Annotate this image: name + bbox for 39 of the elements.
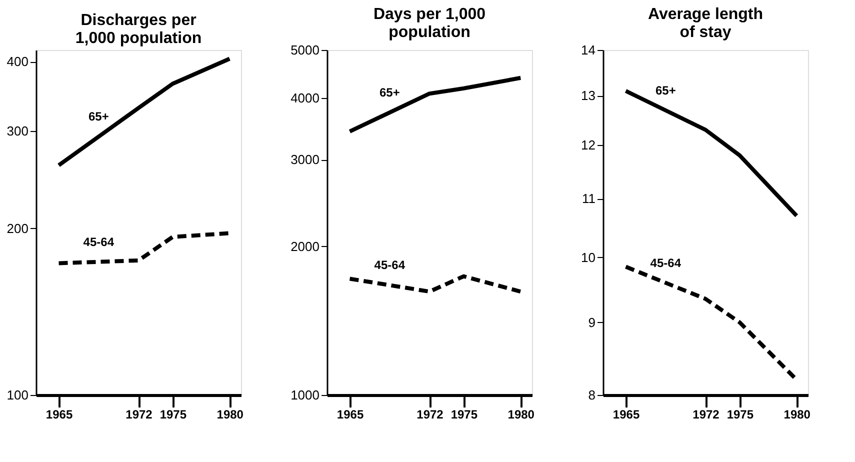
y-tick-label: 14 <box>581 42 596 58</box>
x-tick-label: 1972 <box>416 408 444 422</box>
line-series <box>348 76 523 134</box>
y-tick-label: 10 <box>581 250 596 265</box>
chart-title: Discharges per 1,000 population <box>75 12 202 47</box>
x-tick-label: 1972 <box>692 408 720 422</box>
y-tick-label: 200 <box>6 220 28 236</box>
x-tick-label: 1980 <box>508 408 535 422</box>
x-tick-label: 1980 <box>216 408 244 422</box>
y-tick-label: 5000 <box>290 42 320 58</box>
y-tick-label: 100 <box>6 388 28 402</box>
y-tick-label: 8 <box>588 388 596 402</box>
y-tick-label: 12 <box>581 138 596 153</box>
y-tick-label: 9 <box>588 314 596 330</box>
y-tick-label: 11 <box>582 191 596 206</box>
y-tick-label: 300 <box>6 123 28 138</box>
series-label: 45-64 <box>650 256 682 270</box>
chart-title: Days per 1,000 population <box>373 6 486 41</box>
series-label: 65+ <box>379 86 400 100</box>
chart-title: Average length of stay <box>648 6 763 41</box>
x-tick-label: 1965 <box>46 408 73 422</box>
series-label: 65+ <box>88 110 109 124</box>
x-tick-label: 1975 <box>726 408 754 422</box>
x-tick-label: 1975 <box>160 408 187 422</box>
series-label: 45-64 <box>374 258 406 272</box>
y-tick-label: 1000 <box>290 388 320 402</box>
x-tick-label: 1965 <box>336 408 364 422</box>
y-tick-label: 4000 <box>290 90 320 106</box>
x-tick-label: 1965 <box>612 408 640 422</box>
series-label: 45-64 <box>83 234 114 249</box>
x-tick-label: 1980 <box>784 408 811 422</box>
x-tick-label: 1972 <box>126 408 153 422</box>
line-series <box>56 56 232 168</box>
y-tick-label: 3000 <box>290 152 320 167</box>
y-tick-label: 2000 <box>290 238 320 254</box>
y-tick-label: 400 <box>6 54 28 70</box>
x-tick-label: 1975 <box>450 408 478 422</box>
series-label: 65+ <box>655 83 676 98</box>
y-tick-label: 13 <box>581 88 596 104</box>
